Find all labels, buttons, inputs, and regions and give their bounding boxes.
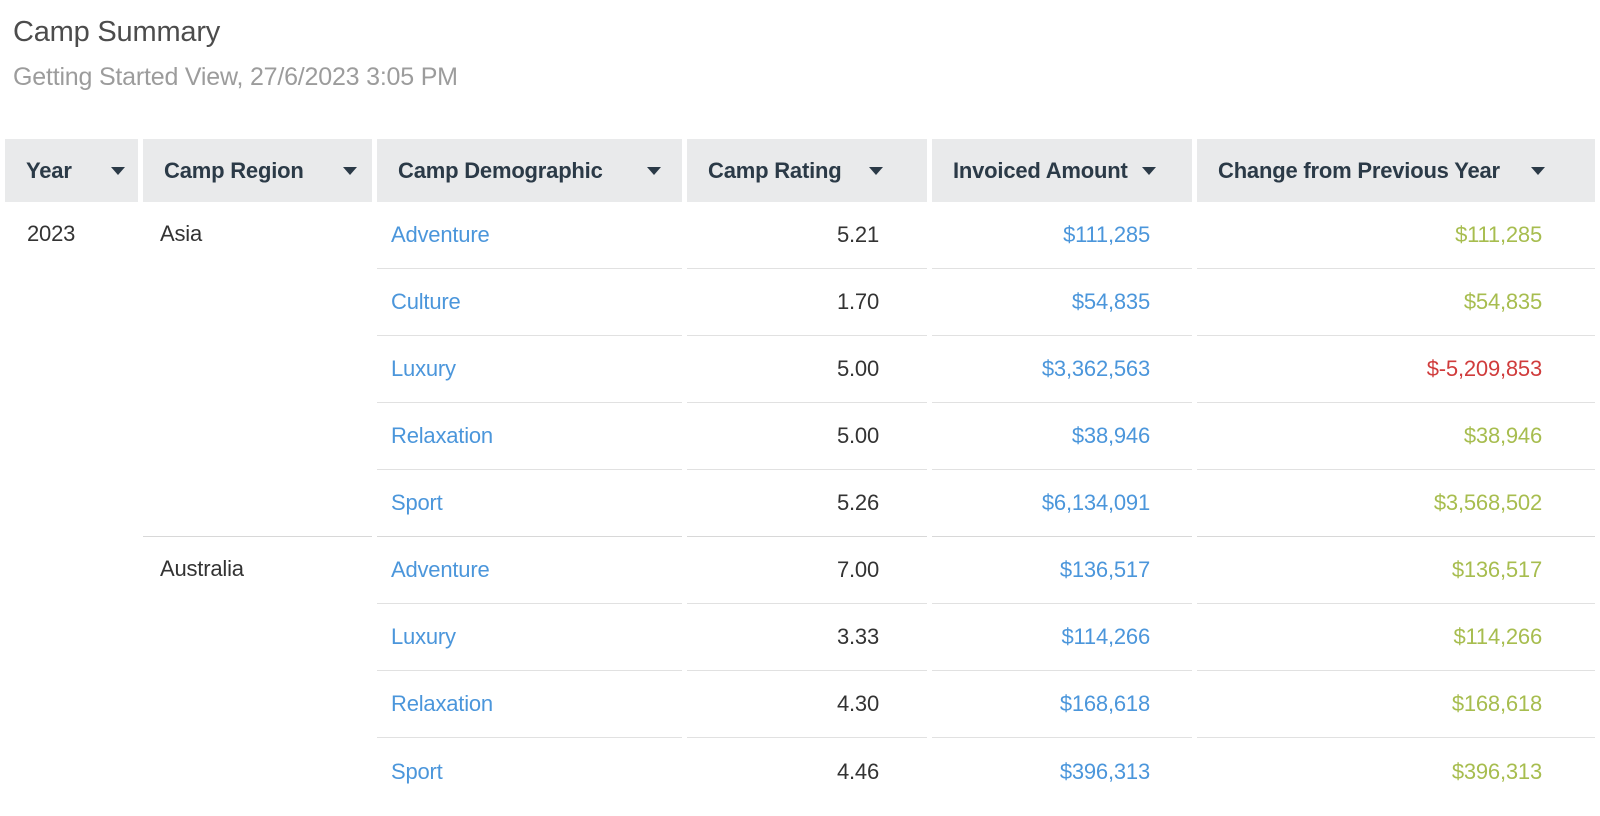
region-cell: Asia [143, 202, 372, 537]
demographic-cell: Luxury [377, 604, 682, 671]
table-header-row: Year Camp Region Camp Demographic Camp R… [5, 139, 1595, 202]
invoiced-amount-value[interactable]: $396,313 [1059, 758, 1150, 784]
rating-value: 4.30 [687, 671, 927, 738]
table-row: Australia Adventure 7.00 $136,517 $136,5… [5, 537, 1595, 604]
rating-value: 7.00 [687, 537, 927, 604]
demographic-link[interactable]: Relaxation [391, 691, 493, 716]
column-header-year[interactable]: Year [5, 139, 138, 202]
filter-dropdown-icon[interactable] [111, 166, 125, 175]
column-header-change-from-previous-year-label: Change from Previous Year [1218, 157, 1500, 183]
demographic-cell: Sport [377, 738, 682, 805]
demographic-cell: Relaxation [377, 671, 682, 738]
rating-value: 5.00 [687, 336, 927, 403]
rating-value: 1.70 [687, 269, 927, 336]
invoiced-amount-value[interactable]: $3,362,563 [932, 336, 1192, 403]
demographic-cell: Sport [377, 470, 682, 537]
filter-dropdown-icon[interactable] [1531, 166, 1545, 175]
change-value: $136,517 [1197, 537, 1595, 604]
column-header-camp-demographic[interactable]: Camp Demographic [377, 139, 682, 202]
year-cell: 2023 [27, 221, 76, 246]
page-title: Camp Summary [13, 16, 221, 48]
region-cell: Australia [160, 556, 244, 581]
column-header-year-label: Year [26, 157, 72, 183]
column-header-camp-rating-label: Camp Rating [708, 157, 842, 183]
demographic-link[interactable]: Culture [391, 289, 461, 314]
invoiced-amount-value[interactable]: $38,946 [932, 403, 1192, 470]
demographic-link[interactable]: Adventure [391, 557, 490, 582]
rating-value: 5.21 [687, 202, 927, 269]
demographic-cell: Adventure [377, 537, 682, 604]
filter-dropdown-icon[interactable] [869, 166, 883, 175]
table-row: Luxury 5.00 $3,362,563 $-5,209,853 [5, 336, 1595, 403]
change-value: $168,618 [1197, 671, 1595, 738]
change-value: $111,285 [1197, 202, 1595, 269]
demographic-link[interactable]: Luxury [391, 356, 456, 381]
table-row: Sport 5.26 $6,134,091 $3,568,502 [5, 470, 1595, 537]
page-subtitle: Getting Started View, 27/6/2023 3:05 PM [13, 63, 458, 91]
invoiced-amount-value[interactable]: $111,285 [932, 202, 1192, 269]
column-header-camp-rating[interactable]: Camp Rating [687, 139, 927, 202]
demographic-cell: Luxury [377, 336, 682, 403]
change-value: $-5,209,853 [1197, 336, 1595, 403]
demographic-link[interactable]: Luxury [391, 624, 456, 649]
demographic-link[interactable]: Sport [391, 490, 443, 515]
change-value: $54,835 [1197, 269, 1595, 336]
column-header-invoiced-amount[interactable]: Invoiced Amount [932, 139, 1192, 202]
filter-dropdown-icon[interactable] [343, 166, 357, 175]
rating-value: 5.00 [687, 403, 927, 470]
change-value: $3,568,502 [1197, 470, 1595, 537]
rating-value: 4.46 [836, 758, 879, 784]
change-value: $396,313 [1451, 758, 1542, 784]
filter-dropdown-icon[interactable] [647, 166, 661, 175]
table-row: Relaxation 5.00 $38,946 $38,946 [5, 403, 1595, 470]
invoiced-amount-value[interactable]: $168,618 [932, 671, 1192, 738]
demographic-cell: Adventure [377, 202, 682, 269]
table-row: Luxury 3.33 $114,266 $114,266 [5, 604, 1595, 671]
filter-dropdown-icon[interactable] [1142, 166, 1156, 175]
demographic-link[interactable]: Relaxation [391, 423, 493, 448]
column-header-camp-demographic-label: Camp Demographic [398, 157, 603, 183]
demographic-cell: Relaxation [377, 403, 682, 470]
invoiced-amount-value[interactable]: $136,517 [932, 537, 1192, 604]
demographic-cell: Culture [377, 269, 682, 336]
table-row: Sport 4.46 $396,313 $396,313 [5, 738, 1595, 805]
invoiced-amount-value[interactable]: $54,835 [932, 269, 1192, 336]
rating-value: 5.26 [687, 470, 927, 537]
column-header-camp-region[interactable]: Camp Region [143, 139, 372, 202]
column-header-camp-region-label: Camp Region [164, 157, 304, 183]
demographic-link[interactable]: Adventure [391, 222, 490, 247]
table-row: Culture 1.70 $54,835 $54,835 [5, 269, 1595, 336]
report-header: Camp Summary Getting Started View, 27/6/… [0, 0, 1600, 93]
camp-summary-table: Year Camp Region Camp Demographic Camp R… [0, 139, 1600, 805]
demographic-link[interactable]: Sport [391, 758, 443, 784]
column-header-invoiced-amount-label: Invoiced Amount [953, 157, 1128, 183]
rating-value: 3.33 [687, 604, 927, 671]
table-row: 2023 Asia Adventure 5.21 $111,285 $111,2… [5, 202, 1595, 537]
table-row: Relaxation 4.30 $168,618 $168,618 [5, 671, 1595, 738]
column-header-change-from-previous-year[interactable]: Change from Previous Year [1197, 139, 1595, 202]
invoiced-amount-value[interactable]: $6,134,091 [932, 470, 1192, 537]
invoiced-amount-value[interactable]: $114,266 [932, 604, 1192, 671]
change-value: $38,946 [1197, 403, 1595, 470]
change-value: $114,266 [1197, 604, 1595, 671]
